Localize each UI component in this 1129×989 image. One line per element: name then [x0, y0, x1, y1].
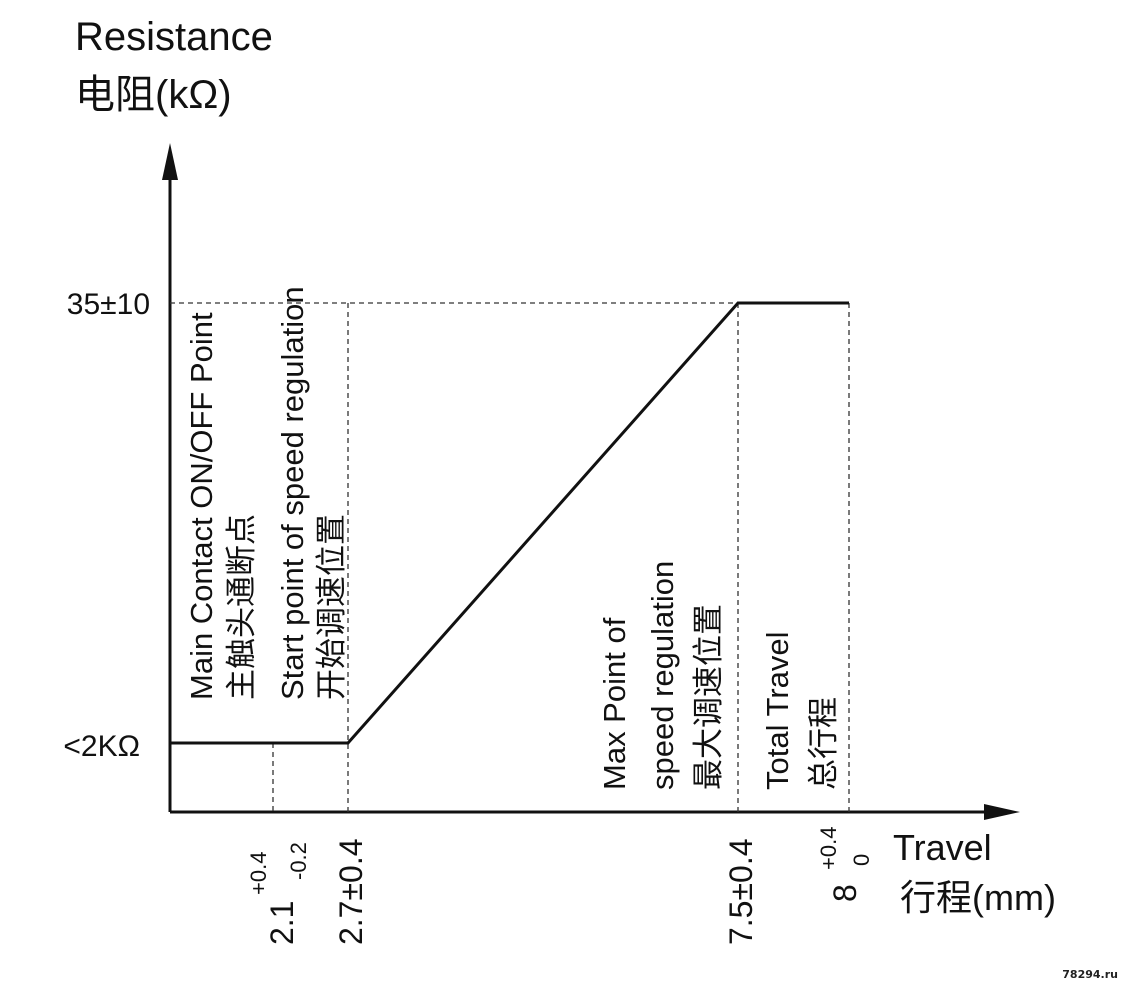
- x-tick-label-7.5: 7.5±0.4: [723, 838, 759, 945]
- marker-label-main-contact-cn: 主触头通断点: [224, 514, 259, 700]
- y-axis-title-cn: 电阻(kΩ): [75, 73, 232, 117]
- resistance-curve: [170, 301, 849, 745]
- x-axis-title: Travel: [893, 827, 992, 868]
- x-tick-label-2.7: 2.7±0.4: [333, 838, 369, 945]
- x-tick-2.1: 2.1 +0.4 -0.2: [246, 842, 311, 945]
- x-tick-sub-8: 0: [849, 854, 874, 866]
- marker-label-start-point-cn: 开始调速位置: [314, 514, 349, 700]
- marker-label-total-travel-cn: 总行程: [806, 697, 841, 790]
- x-tick-sub-2.1: -0.2: [286, 842, 311, 880]
- x-tick-8: 8 +0.4 0: [816, 827, 874, 902]
- y-axis-arrow: [162, 143, 178, 180]
- y-tick-label-top: 35±10: [67, 288, 150, 321]
- marker-label-max-point-cn: 最大调速位置: [691, 604, 726, 790]
- x-tick-label-2.1: 2.1: [264, 901, 300, 945]
- watermark: 78294.ru: [1062, 968, 1118, 981]
- marker-label-max-point-2: speed regulation: [645, 561, 680, 790]
- marker-label-main-contact: Main Contact ON/OFF Point: [184, 312, 219, 700]
- marker-label-total-travel: Total Travel: [760, 631, 795, 790]
- y-axis-title: Resistance: [75, 15, 273, 59]
- y-tick-label-bottom: <2KΩ: [63, 730, 140, 763]
- marker-label-start-point: Start point of speed regulation: [275, 286, 310, 700]
- x-tick-label-8: 8: [827, 884, 863, 902]
- x-tick-sup-2.1: +0.4: [246, 852, 271, 895]
- dashed-guides: [170, 302, 850, 812]
- x-axis-arrow: [984, 804, 1020, 820]
- marker-label-max-point-1: Max Point of: [597, 617, 632, 790]
- x-tick-sup-8: +0.4: [816, 827, 841, 870]
- x-axis-title-cn: 行程(mm): [900, 877, 1056, 918]
